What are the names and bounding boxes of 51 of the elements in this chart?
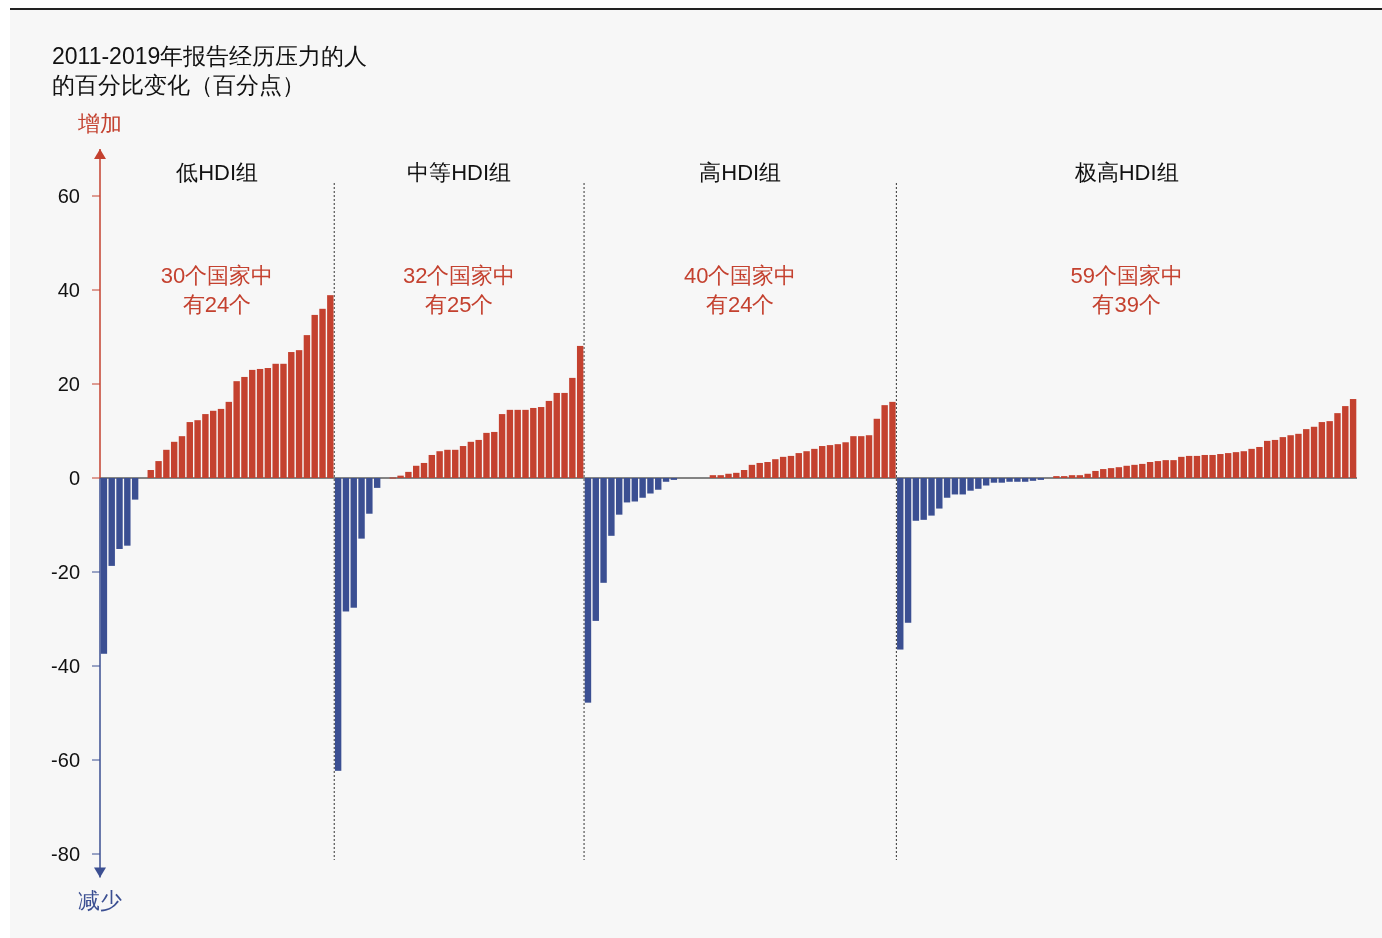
y-tick-label: 0 [68,467,80,489]
annotation: 高HDI组 [699,160,782,185]
bar [1154,461,1162,478]
bar [545,400,553,478]
bar [1193,455,1201,478]
bar [865,435,873,478]
y-tick-label: 60 [57,185,80,207]
bar [990,478,998,483]
y-tick-label: -20 [51,561,80,583]
bar [662,478,670,482]
bar [1029,478,1037,481]
annotation: 40个国家中有24个 [683,263,797,317]
annotation: 中等HDI组 [407,160,512,185]
bar [178,436,186,478]
bar [897,478,904,650]
annotation: 30个国家中有24个 [160,263,274,317]
text: 增加 [77,111,122,136]
bar [748,464,756,478]
annotation: 59个国家中有39个 [1070,263,1183,317]
y-tick-label: 20 [57,373,80,395]
annotation: 低HDI组 [176,160,259,185]
y-tick-label: 40 [57,279,80,301]
annotation: 极高HDI组 [1073,160,1179,185]
bar [1146,462,1154,478]
y-tick-label: -80 [51,843,80,865]
bar [904,478,912,623]
annotation: 32个国家中有25个 [402,263,516,317]
text: 减少 [78,888,122,913]
bar [334,478,342,771]
bar [303,335,311,478]
bar [459,446,467,478]
bar [420,462,428,478]
bar [623,478,631,503]
bar [1107,468,1115,478]
bar [256,368,264,478]
y-tick-label: -40 [51,655,80,677]
bar [1271,439,1279,478]
y-tick-label: -60 [51,749,80,771]
bar [295,350,303,478]
bar [1310,426,1318,478]
bar [1068,475,1076,478]
bar [342,478,350,612]
bar [826,445,834,478]
bar [498,414,506,478]
bar [1232,452,1240,478]
bar [217,408,225,478]
bar [584,478,592,703]
bar [787,455,795,478]
bar [951,478,959,495]
y-axis-title: 2011-2019年报告经历压力的人的百分比变化（百分点） [52,43,368,98]
bar [1349,399,1357,478]
